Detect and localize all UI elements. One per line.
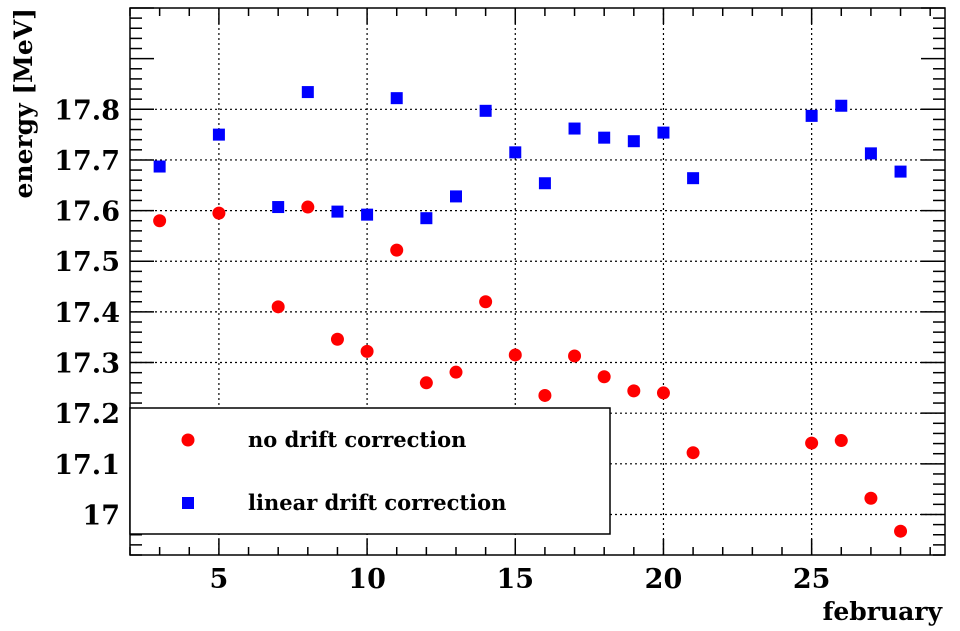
y-tick-label: 17.8 [54, 95, 120, 126]
point-no-drift [330, 332, 344, 346]
point-linear-drift [272, 201, 285, 214]
x-axis-title: february [823, 597, 944, 626]
point-linear-drift [390, 92, 403, 105]
point-no-drift [212, 206, 226, 220]
point-no-drift [508, 348, 522, 362]
point-linear-drift [598, 131, 611, 144]
point-no-drift [568, 349, 582, 363]
data-points [153, 86, 908, 538]
legend-marker-linear-drift [182, 497, 194, 509]
point-linear-drift [361, 208, 374, 221]
legend: no drift correction linear drift correct… [129, 407, 611, 535]
point-linear-drift [509, 146, 522, 159]
point-no-drift [597, 370, 611, 384]
x-tick-label: 10 [348, 564, 386, 595]
point-no-drift [153, 214, 167, 228]
point-linear-drift [657, 126, 670, 139]
y-tick-label: 17.1 [54, 450, 120, 481]
legend-box [129, 407, 611, 535]
point-linear-drift [864, 147, 877, 160]
point-no-drift [894, 524, 908, 538]
point-linear-drift [835, 99, 848, 112]
point-linear-drift [687, 172, 700, 185]
x-tick-label: 15 [496, 564, 534, 595]
y-axis-title: energy [MeV] [9, 8, 38, 199]
legend-marker-no-drift [181, 433, 195, 447]
point-no-drift [360, 344, 374, 358]
point-no-drift [686, 446, 700, 460]
y-tick-label: 17.6 [54, 197, 120, 228]
point-no-drift [449, 365, 463, 379]
point-no-drift [864, 491, 878, 505]
point-no-drift [271, 300, 285, 314]
point-no-drift [834, 434, 848, 448]
point-no-drift [390, 243, 404, 257]
point-linear-drift [894, 165, 907, 178]
y-tick-label: 17.2 [54, 399, 120, 430]
y-tick-label: 17.5 [54, 247, 120, 278]
point-no-drift [656, 386, 670, 400]
point-linear-drift [301, 86, 314, 99]
point-linear-drift [568, 122, 581, 135]
point-no-drift [301, 200, 315, 214]
point-no-drift [538, 388, 552, 402]
tick-labels: 5 10 15 20 25 17 17.1 17.2 17.3 17.4 17.5 17.6 17.7 1… [54, 95, 830, 595]
point-no-drift [627, 384, 641, 398]
point-linear-drift [153, 160, 166, 173]
y-tick-label: 17 [82, 500, 120, 531]
point-linear-drift [538, 177, 551, 190]
y-tick-label: 17.4 [54, 298, 120, 329]
point-linear-drift [627, 135, 640, 148]
y-tick-label: 17.7 [54, 146, 120, 177]
y-tick-label: 17.3 [54, 349, 120, 380]
point-no-drift [479, 295, 493, 309]
x-tick-label: 25 [793, 564, 831, 595]
point-linear-drift [479, 104, 492, 117]
point-linear-drift [420, 212, 433, 225]
legend-label-linear-drift: linear drift correction [248, 490, 506, 515]
point-linear-drift [331, 205, 344, 218]
x-tick-label: 20 [645, 564, 683, 595]
point-linear-drift [805, 109, 818, 122]
point-linear-drift [450, 190, 462, 203]
point-no-drift [419, 376, 433, 390]
x-tick-label: 5 [210, 564, 229, 595]
point-linear-drift [212, 128, 225, 141]
point-no-drift [805, 436, 819, 450]
legend-label-no-drift: no drift correction [248, 427, 466, 452]
